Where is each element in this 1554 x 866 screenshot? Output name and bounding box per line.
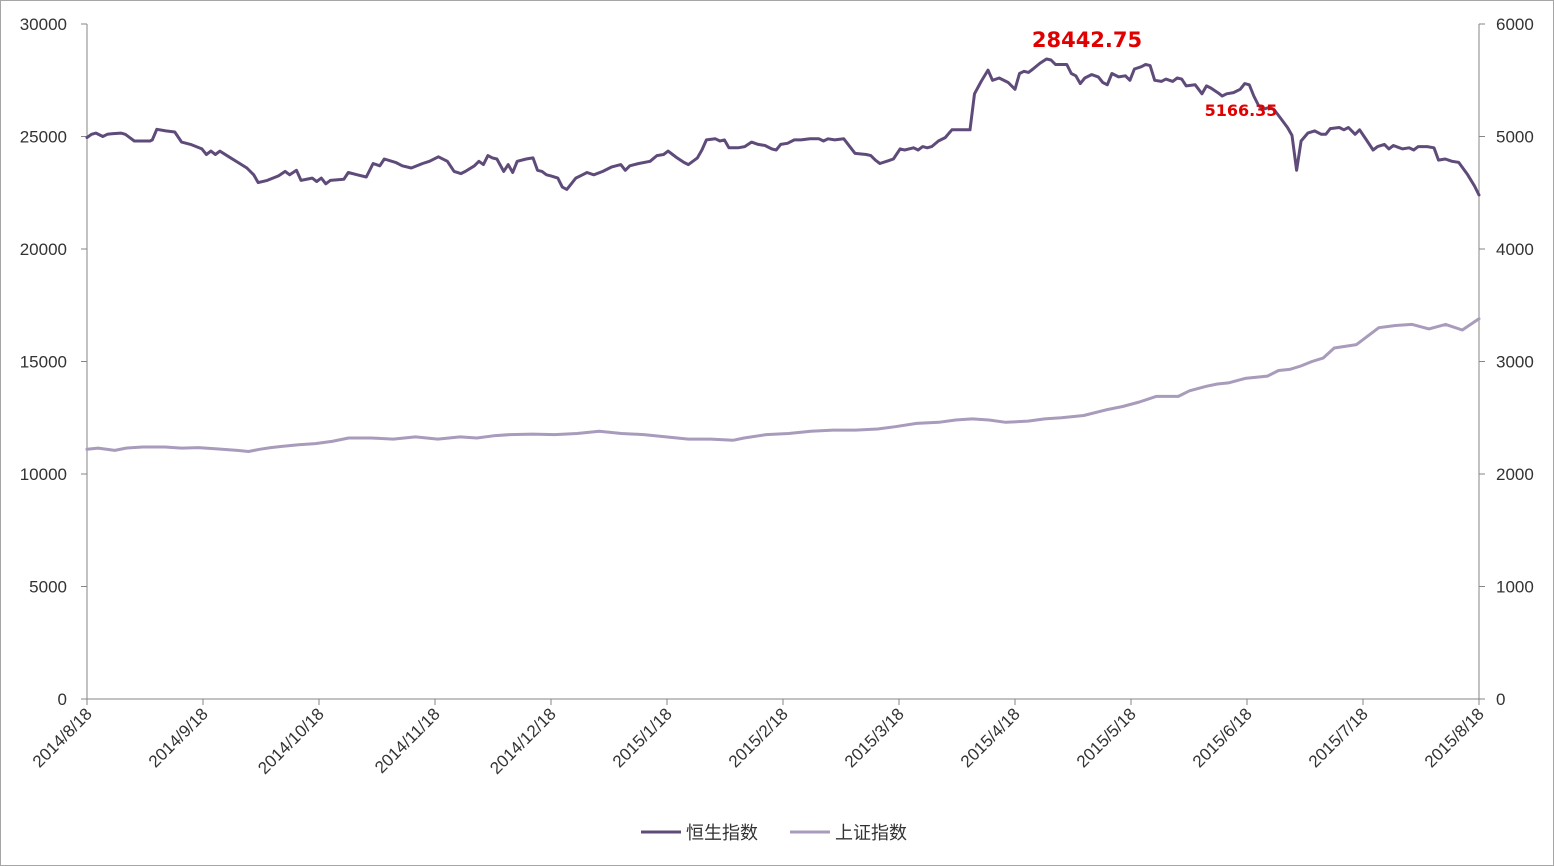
x-tick-label: 2015/1/18 <box>609 704 676 771</box>
series-line-hsi <box>85 57 1481 197</box>
left-tick-label: 0 <box>58 690 67 709</box>
left-tick-label: 30000 <box>20 15 67 34</box>
x-tick-label: 2015/5/18 <box>1073 704 1140 771</box>
right-tick-label: 0 <box>1496 690 1505 709</box>
x-tick-label: 2015/8/18 <box>1421 704 1488 771</box>
right-tick-label: 2000 <box>1496 465 1534 484</box>
axes: 0 5000 10000 15000 20000 25000 30000 0 1000 2000 3… <box>20 15 1534 778</box>
right-tick-label: 1000 <box>1496 578 1534 597</box>
x-tick-label: 2015/2/18 <box>725 704 792 771</box>
left-tick-label: 10000 <box>20 465 67 484</box>
left-tick-label: 20000 <box>20 240 67 259</box>
left-tick-label: 25000 <box>20 128 67 147</box>
right-tick-label: 5000 <box>1496 128 1534 147</box>
x-tick-label: 2015/6/18 <box>1189 704 1256 771</box>
legend-label-sse: 上证指数 <box>835 823 907 844</box>
x-tick-label: 2014/8/18 <box>29 704 96 771</box>
x-tick-label: 2014/9/18 <box>145 704 212 771</box>
right-tick-label: 3000 <box>1496 353 1534 372</box>
x-tick-label: 2014/10/18 <box>254 704 328 778</box>
x-tick-label: 2014/11/18 <box>371 704 444 777</box>
x-tick-label: 2015/3/18 <box>841 704 908 771</box>
series-line-sse <box>85 317 1481 453</box>
annotation-sse-peak: 5166.35 <box>1205 101 1278 120</box>
left-tick-label: 5000 <box>29 578 67 597</box>
series-layer <box>85 57 1481 453</box>
x-tick-label: 2014/12/18 <box>486 704 560 778</box>
legend-label-hsi: 恒生指数 <box>686 823 758 844</box>
left-tick-label: 15000 <box>20 353 67 372</box>
right-tick-label: 6000 <box>1496 15 1534 34</box>
x-tick-label: 2015/7/18 <box>1305 704 1372 771</box>
x-tick-label: 2015/4/18 <box>957 704 1024 771</box>
annotation-layer: 28442.75 5166.35 <box>1032 28 1278 120</box>
legend: 恒生指数 上证指数 <box>641 823 907 844</box>
right-tick-label: 4000 <box>1496 240 1534 259</box>
annotation-hsi-peak: 28442.75 <box>1032 28 1142 52</box>
